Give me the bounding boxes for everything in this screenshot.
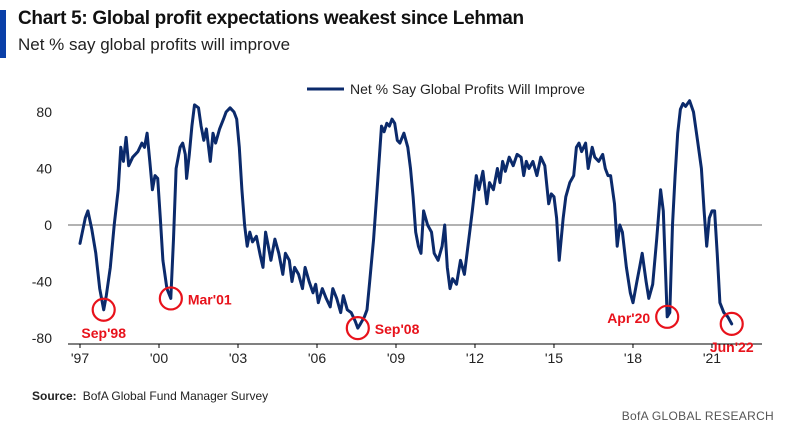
- source-label: Source:: [32, 389, 77, 403]
- annotation-circle: [719, 311, 744, 336]
- series-group: [78, 99, 734, 330]
- annotation-circle: [91, 297, 116, 322]
- x-tick-label: '21: [703, 350, 721, 366]
- x-tick-label: '18: [624, 350, 642, 366]
- x-tick-label: '15: [545, 350, 563, 366]
- y-tick-label: 80: [36, 104, 52, 120]
- y-tick-label: 40: [36, 161, 52, 177]
- x-tick-label: '09: [387, 350, 405, 366]
- legend-label: Net % Say Global Profits Will Improve: [350, 81, 585, 97]
- annotation-circle: [345, 316, 370, 341]
- y-axis-labels: -80 -40 0 40 80: [32, 104, 52, 346]
- x-tick-label: '97: [71, 350, 89, 366]
- y-tick-label: -80: [32, 330, 52, 346]
- x-tick-label: '12: [466, 350, 484, 366]
- annotation-circle: [655, 304, 680, 329]
- y-tick-label: -40: [32, 274, 52, 290]
- x-axis: '97 '00 '03 '06 '09 '12 '15 '18 '21: [68, 343, 762, 366]
- brand-footer: BofA GLOBAL RESEARCH: [621, 409, 774, 423]
- x-tick-label: '03: [229, 350, 247, 366]
- annotations-group: Sep'98 Mar'01 Sep'08 Apr'20 Jun'22: [81, 286, 754, 355]
- chart-subtitle: Net % say global profits will improve: [18, 35, 291, 54]
- annotation-label: Apr'20: [607, 310, 650, 326]
- x-tick-label: '00: [150, 350, 168, 366]
- source-note: Source: BofA Global Fund Manager Survey: [32, 389, 268, 403]
- annotation-label: Sep'98: [81, 325, 126, 341]
- chart-title: Chart 5: Global profit expectations weak…: [18, 8, 524, 29]
- y-tick-label: 0: [44, 217, 52, 233]
- annotation-label: Sep'08: [375, 321, 420, 337]
- legend: Net % Say Global Profits Will Improve: [307, 81, 585, 97]
- title-accent-bar: [0, 10, 6, 58]
- annotation-circle: [158, 286, 183, 311]
- annotation-label: Mar'01: [188, 291, 232, 307]
- series-line: [78, 99, 734, 330]
- annotation-label: Jun'22: [710, 339, 754, 355]
- x-tick-label: '06: [308, 350, 326, 366]
- source-text: BofA Global Fund Manager Survey: [82, 389, 269, 403]
